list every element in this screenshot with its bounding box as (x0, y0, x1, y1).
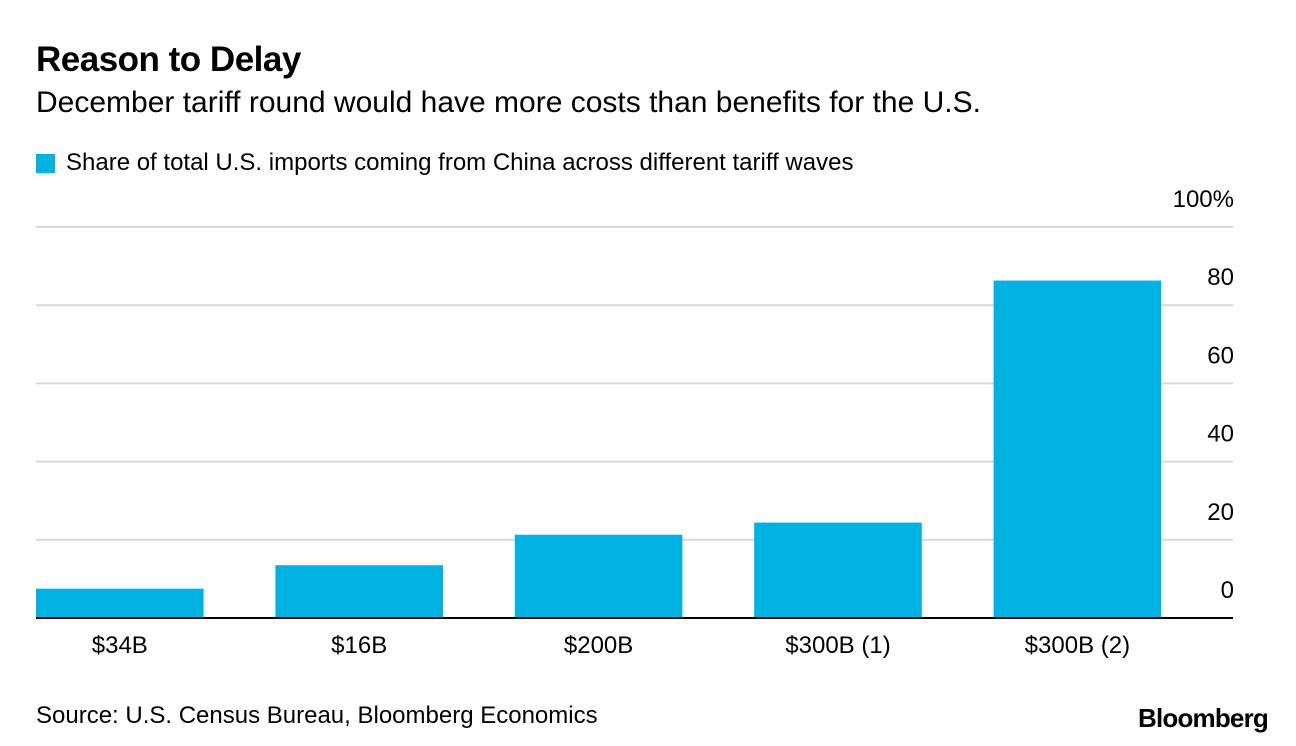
x-tick-label: $200B (564, 632, 633, 659)
y-tick-label: 100% (1173, 186, 1234, 213)
x-tick-label: $300B (1) (785, 632, 890, 659)
bar-5 (993, 280, 1162, 618)
source-note: Source: U.S. Census Bureau, Bloomberg Ec… (36, 702, 598, 729)
y-tick-label: 80 (1207, 264, 1234, 291)
chart-subtitle: December tariff round would have more co… (36, 86, 981, 119)
x-tick-label: $16B (331, 632, 387, 659)
legend-swatch (36, 153, 55, 173)
bar-2 (275, 565, 443, 618)
legend-label: Share of total U.S. imports coming from … (66, 149, 854, 176)
legend: Share of total U.S. imports coming from … (36, 149, 853, 177)
chart-title: Reason to Delay (36, 40, 301, 79)
y-tick-label: 60 (1207, 342, 1234, 369)
bloomberg-logo: Bloomberg (1137, 703, 1269, 733)
x-tick-label: $34B (92, 632, 148, 659)
x-tick-label: $300B (2) (1025, 632, 1130, 659)
bar-3 (514, 534, 683, 618)
bar-4 (754, 522, 922, 618)
bar-1 (36, 588, 204, 618)
y-tick-label: 0 (1221, 577, 1234, 604)
y-tick-label: 40 (1207, 421, 1234, 448)
y-tick-label: 20 (1207, 499, 1234, 526)
